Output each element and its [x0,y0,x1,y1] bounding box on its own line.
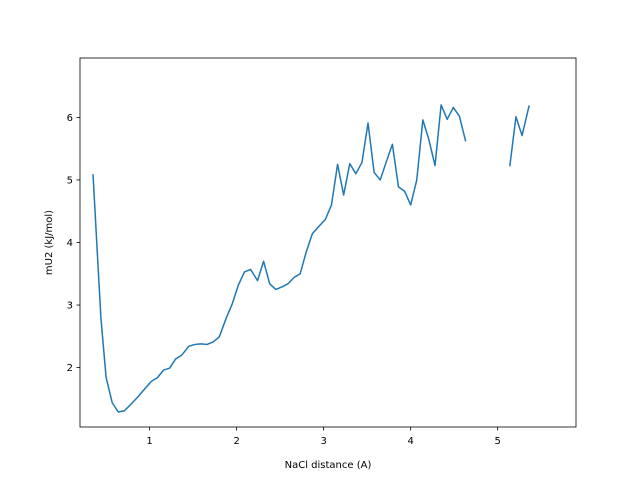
x-tick-label: 4 [407,436,413,447]
x-tick-label: 2 [233,436,239,447]
series-line-segment-2 [509,105,530,167]
x-tick-label: 5 [494,436,500,447]
y-tick-label: 3 [67,301,73,312]
y-axis-label: mU2 (kJ/mol) [44,210,55,275]
x-axis-label: NaCl distance (A) [285,460,372,471]
y-tick-label: 4 [67,238,73,249]
y-tick-label: 6 [67,113,73,124]
series-line-segment-1 [92,104,467,413]
y-axis: 2 3 4 5 6 [67,113,80,374]
x-tick-label: 1 [146,436,152,447]
x-axis: 1 2 3 4 5 [146,427,501,447]
y-tick-label: 2 [67,363,73,374]
x-tick-label: 3 [320,436,326,447]
series-layer [92,104,530,413]
y-tick-label: 5 [67,176,73,187]
